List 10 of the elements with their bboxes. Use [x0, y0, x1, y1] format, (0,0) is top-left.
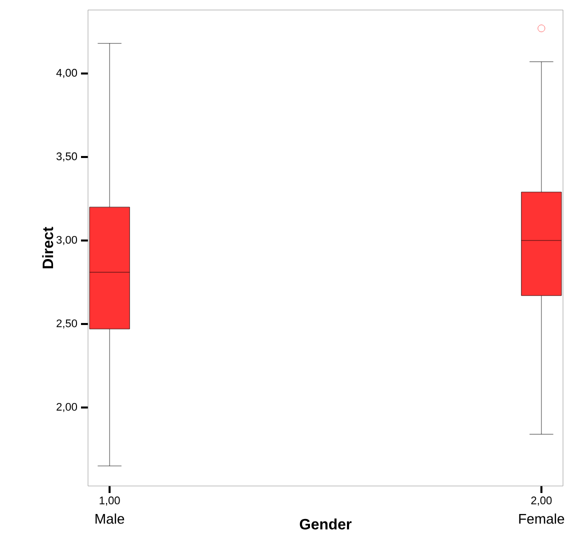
y-tick-label: 2,50 [56, 319, 78, 329]
y-tick-label: 2,00 [56, 402, 78, 412]
x-axis-title: Gender [300, 518, 352, 530]
y-tick-label: 4,00 [56, 68, 78, 78]
y-axis-title: Direct [42, 226, 54, 268]
y-tick-label: 3,50 [56, 152, 78, 162]
text: Female [519, 514, 564, 524]
x-tick-label: 1,00 [100, 496, 120, 506]
text: Male [96, 514, 124, 524]
y-tick-label: 3,00 [56, 236, 78, 246]
